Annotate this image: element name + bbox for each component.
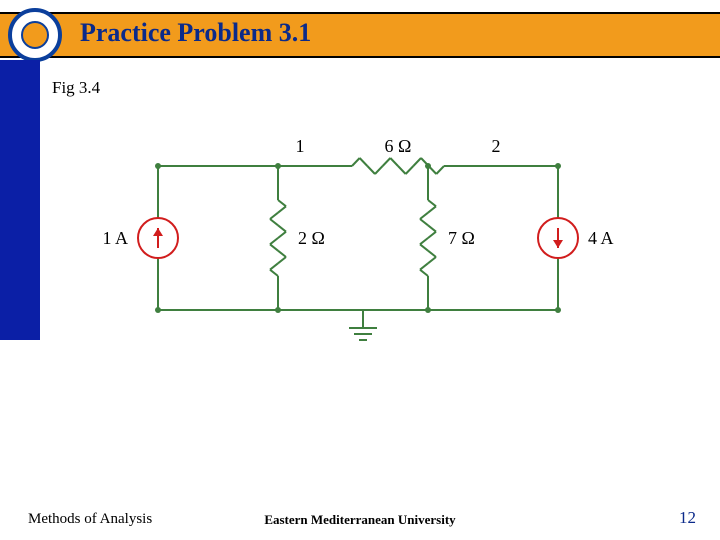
svg-text:2 Ω: 2 Ω: [298, 228, 325, 248]
logo-inner-icon: [21, 21, 49, 49]
svg-text:4 A: 4 A: [588, 228, 614, 248]
circuit-diagram: 1 6 Ω 2 1 A 2 Ω 7 Ω 4 A: [88, 120, 648, 400]
blue-sidebar: [0, 60, 40, 340]
svg-text:2: 2: [492, 136, 501, 156]
svg-text:6 Ω: 6 Ω: [385, 136, 412, 156]
university-logo: [8, 8, 62, 62]
svg-text:1 A: 1 A: [102, 228, 128, 248]
svg-text:1: 1: [296, 136, 305, 156]
slide-title: Practice Problem 3.1: [80, 18, 311, 48]
page-number: 12: [679, 508, 696, 528]
svg-text:7 Ω: 7 Ω: [448, 228, 475, 248]
footer-center: Eastern Mediterranean University: [0, 512, 720, 528]
figure-label: Fig 3.4: [52, 78, 100, 98]
